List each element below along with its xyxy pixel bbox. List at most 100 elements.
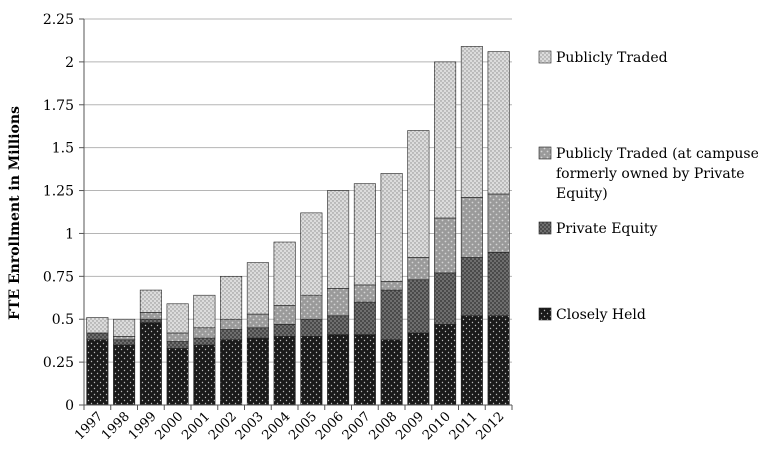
y-axis-title: FTE Enrollment in Millions <box>7 106 23 320</box>
bar-segment-pt-former-pe-2011 <box>460 197 483 258</box>
bar-segment-pt-former-pe-2004 <box>273 305 296 325</box>
x-tick-label: 2010 <box>420 409 454 443</box>
x-tick-label: 1999 <box>126 409 160 443</box>
bar-segment-publicly-traded-2012 <box>487 51 510 195</box>
bar-segment-private-equity-2012 <box>487 252 510 317</box>
y-tick-label: 0.25 <box>43 355 74 371</box>
bar-segment-publicly-traded-2008 <box>380 173 403 282</box>
bar-segment-closely-held-2002 <box>220 339 243 406</box>
bar-segment-private-equity-2008 <box>380 289 403 341</box>
bar-segment-pt-former-pe-2001 <box>193 327 216 339</box>
bar-segment-publicly-traded-2009 <box>407 130 430 258</box>
bar-segment-private-equity-2003 <box>246 327 269 339</box>
y-tick-label: 1 <box>65 226 74 242</box>
bar-segment-publicly-traded-2003 <box>246 262 269 315</box>
legend-label-pt-former-pe: Publicly Traded (at campuses <box>556 146 758 162</box>
bar-segment-pt-former-pe-2009 <box>407 257 430 281</box>
bar-segment-closely-held-2007 <box>353 334 376 406</box>
bar-segment-pt-former-pe-2007 <box>353 284 376 303</box>
bar-segment-private-equity-2000 <box>166 341 189 349</box>
y-tick-label: 1.75 <box>43 98 74 114</box>
legend-label-pt-former-pe: formerly owned by Private <box>556 166 745 182</box>
bar-segment-publicly-traded-2001 <box>193 294 216 329</box>
legend-swatch-publicly-traded <box>538 50 552 64</box>
legend-label-private-equity: Private Equity <box>556 221 658 237</box>
bar-segment-pt-former-pe-2002 <box>220 318 243 330</box>
bar-segment-closely-held-2011 <box>460 315 483 406</box>
bar-segment-closely-held-2000 <box>166 348 189 406</box>
bar-segment-private-equity-1999 <box>139 318 162 323</box>
bar-segment-closely-held-2006 <box>327 334 350 406</box>
bar-segment-publicly-traded-2000 <box>166 303 189 334</box>
legend-label-closely-held: Closely Held <box>556 307 646 323</box>
bar-segment-pt-former-pe-2008 <box>380 281 403 291</box>
y-tick-label: 2.25 <box>43 12 74 28</box>
y-tick-label: 0.5 <box>52 312 74 328</box>
x-tick-label: 2012 <box>473 409 507 443</box>
bar-segment-closely-held-2003 <box>246 337 269 406</box>
bar-segment-private-equity-2009 <box>407 279 430 334</box>
bar-segment-private-equity-1997 <box>86 332 109 341</box>
y-tick-label: 1.25 <box>43 184 74 200</box>
legend-label-pt-former-pe: Equity) <box>556 186 608 202</box>
y-tick-labels: 0 0.25 0.5 0.75 1 1.25 1.5 1.75 2 2.25 <box>43 12 74 414</box>
bar-segment-closely-held-1999 <box>139 322 162 406</box>
bar-segment-pt-former-pe-2012 <box>487 193 510 253</box>
x-tick-label: 1997 <box>72 409 106 443</box>
bar-segment-private-equity-1998 <box>113 339 136 346</box>
bar-segment-publicly-traded-2002 <box>220 276 243 320</box>
y-tick-label: 0 <box>65 398 74 414</box>
bar-segment-publicly-traded-2005 <box>300 212 323 296</box>
y-tick-label: 0.75 <box>43 269 74 285</box>
bar-segment-publicly-traded-2010 <box>434 61 457 219</box>
bar-segment-pt-former-pe-2005 <box>300 294 323 320</box>
bar-segment-publicly-traded-2006 <box>327 190 350 289</box>
bar-segment-closely-held-1997 <box>86 339 109 406</box>
x-tick-label: 2004 <box>259 409 293 443</box>
x-tick-label: 2005 <box>286 409 320 443</box>
bar-segment-closely-held-2012 <box>487 315 510 406</box>
x-tick-label: 2011 <box>447 409 481 443</box>
legend-swatch-pt-former-pe <box>538 146 552 160</box>
bar-segment-publicly-traded-2007 <box>353 183 376 286</box>
x-tick-label: 2001 <box>179 409 213 443</box>
x-tick-labels: 1997199819992000200120022003200420052006… <box>72 409 507 443</box>
bar-segment-closely-held-2004 <box>273 336 296 406</box>
bar-segment-publicly-traded-2004 <box>273 241 296 306</box>
bar-segment-closely-held-1998 <box>113 344 136 406</box>
y-tick-label: 2 <box>65 55 74 71</box>
legend-swatch-private-equity <box>538 221 552 235</box>
x-tick-label: 2000 <box>152 409 186 443</box>
bar-segment-closely-held-2001 <box>193 344 216 406</box>
x-tick-label: 2009 <box>393 409 427 443</box>
bar-segment-publicly-traded-1998 <box>113 318 136 337</box>
legend-label-publicly-traded: Publicly Traded <box>556 50 668 66</box>
bar-segment-private-equity-2002 <box>220 329 243 341</box>
x-tick-label: 2003 <box>233 409 267 443</box>
bar-segment-closely-held-2009 <box>407 332 430 406</box>
x-tick-label: 2002 <box>206 409 240 443</box>
x-tick-label: 2007 <box>340 409 374 443</box>
legend: Publicly Traded Publicly Traded (at campu… <box>538 50 758 323</box>
bar-segment-publicly-traded-1999 <box>139 289 162 313</box>
x-tick-label: 2006 <box>313 409 347 443</box>
x-tick-label: 2008 <box>366 409 400 443</box>
bar-segment-private-equity-2001 <box>193 337 216 346</box>
bar-segment-private-equity-2005 <box>300 318 323 337</box>
bar-segment-pt-former-pe-2010 <box>434 217 457 274</box>
bar-segment-private-equity-2011 <box>460 257 483 317</box>
bar-segment-closely-held-2008 <box>380 339 403 406</box>
bar-segment-private-equity-2010 <box>434 272 457 325</box>
bar-segment-pt-former-pe-2000 <box>166 332 189 342</box>
y-tick-label: 1.5 <box>52 141 74 157</box>
bar-segment-private-equity-2004 <box>273 324 296 337</box>
bar-segment-private-equity-2007 <box>353 301 376 335</box>
axes <box>83 19 513 410</box>
bar-segment-pt-former-pe-1999 <box>139 312 162 320</box>
bar-segment-pt-former-pe-2003 <box>246 313 269 329</box>
bar-segment-closely-held-2010 <box>434 324 457 406</box>
bar-segment-closely-held-2005 <box>300 336 323 406</box>
x-tick-label: 1998 <box>99 409 133 443</box>
